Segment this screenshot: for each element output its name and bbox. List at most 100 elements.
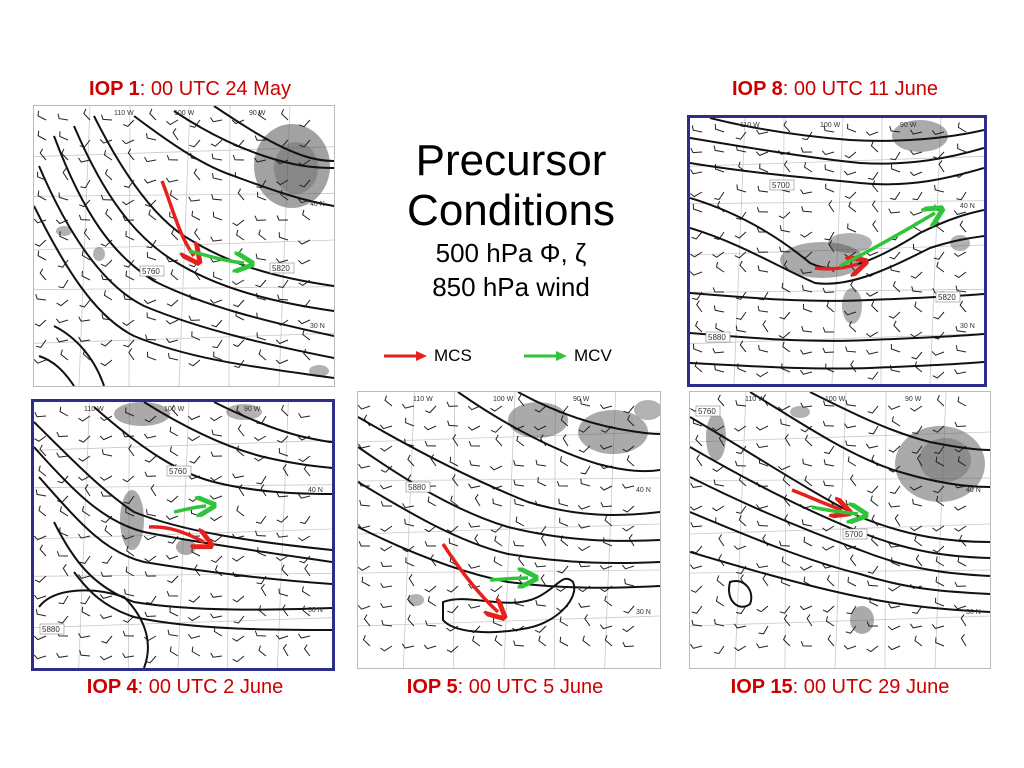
wind-barb: [577, 545, 591, 552]
wind-barb: [446, 525, 459, 533]
wind-barb: [621, 564, 635, 570]
wind-barbs: [34, 108, 311, 368]
wind-barb: [622, 445, 635, 453]
wind-barb: [735, 291, 747, 300]
height-contour: [358, 526, 660, 589]
wind-barb: [122, 630, 135, 637]
wind-barb: [238, 248, 245, 261]
vorticity-shading: [254, 124, 330, 208]
wind-barb: [258, 229, 267, 241]
wind-barb: [713, 145, 725, 153]
wind-barb: [188, 495, 201, 503]
longitude-label: 100 W: [493, 396, 514, 403]
wind-barb: [83, 228, 91, 241]
wind-barb: [451, 474, 459, 487]
wind-barb: [867, 405, 879, 414]
wind-barb: [953, 251, 967, 258]
subtitle-500hpa: 500 hPa Φ, ζ: [435, 238, 587, 268]
wind-barb: [258, 645, 267, 657]
longitude-label: 110 W: [740, 122, 760, 129]
wind-barb: [735, 445, 747, 455]
wind-barb: [380, 561, 393, 568]
wind-barb: [932, 371, 945, 379]
wind-barb: [600, 501, 613, 508]
wind-barb: [424, 525, 437, 533]
wind-barb: [802, 285, 813, 293]
wind-barb: [126, 545, 135, 557]
wind-barb: [467, 583, 481, 589]
wind-barb: [233, 359, 245, 368]
mcs-arrow: [148, 525, 204, 542]
height-contour: [690, 137, 984, 165]
state-line: [358, 615, 660, 627]
wind-barb: [799, 565, 813, 571]
wind-barb: [755, 425, 769, 431]
wind-barb: [165, 177, 179, 183]
wind-barb: [122, 199, 135, 206]
wind-barb: [57, 113, 69, 121]
wind-barb: [60, 349, 69, 361]
wind-barb: [449, 456, 459, 467]
wind-barb: [472, 635, 481, 647]
subtitle-850hpa: 850 hPa wind: [432, 272, 590, 302]
wind-barb: [55, 318, 69, 324]
wind-barb: [823, 480, 835, 487]
wind-barb: [237, 188, 245, 201]
wind-barb: [622, 641, 635, 648]
wind-barb: [690, 522, 703, 528]
wind-barb: [866, 621, 879, 627]
wind-barb: [297, 493, 311, 499]
wind-barb: [59, 231, 69, 241]
wind-barb: [716, 575, 725, 587]
wind-barb: [275, 359, 289, 365]
wind-barb: [914, 301, 923, 313]
contour-label: 5880: [708, 333, 726, 342]
wind-barb: [824, 164, 835, 173]
height-contour: [38, 165, 334, 359]
wind-barb: [169, 607, 179, 617]
vorticity-shading: [892, 120, 948, 152]
wind-barb: [430, 454, 437, 467]
wind-barb: [37, 190, 47, 201]
state-line: [78, 106, 91, 386]
wind-barb: [490, 585, 503, 593]
state-line: [34, 439, 332, 451]
wind-barb: [933, 311, 945, 320]
wind-barb: [624, 578, 635, 587]
wind-barb: [281, 108, 289, 121]
wind-barb: [276, 532, 289, 538]
wind-barb: [847, 456, 857, 467]
wind-barb: [871, 300, 879, 313]
wind-barb: [125, 407, 135, 417]
wind-barb: [932, 545, 945, 553]
state-line: [128, 106, 131, 386]
wind-barb: [189, 119, 201, 128]
wind-barb: [474, 494, 481, 507]
wind-barb: [105, 208, 113, 221]
wind-barb: [468, 483, 481, 489]
wind-barb: [801, 519, 813, 527]
wind-barb: [735, 311, 747, 320]
caption-iop8: IOP 8: 00 UTC 11 June: [685, 78, 985, 101]
wind-barb: [756, 643, 769, 649]
wind-barb: [143, 535, 157, 541]
wind-barb: [758, 344, 769, 353]
wind-barb: [34, 359, 47, 364]
wind-barb: [276, 515, 289, 523]
wind-barb: [890, 151, 901, 161]
wind-barb: [35, 293, 47, 301]
wind-barb: [800, 402, 813, 408]
wind-barb: [891, 416, 901, 427]
height-contour: [690, 361, 984, 370]
height-contour: [38, 355, 75, 386]
vorticity-shading: [706, 413, 726, 461]
wind-barb: [282, 643, 289, 657]
wind-barb: [474, 534, 481, 547]
wind-barb: [424, 541, 436, 547]
wind-barb: [380, 645, 393, 652]
wind-barb: [871, 200, 879, 213]
wind-barb: [358, 405, 371, 410]
wind-barb: [892, 281, 901, 293]
state-line: [880, 118, 883, 384]
wind-barb: [935, 597, 945, 607]
